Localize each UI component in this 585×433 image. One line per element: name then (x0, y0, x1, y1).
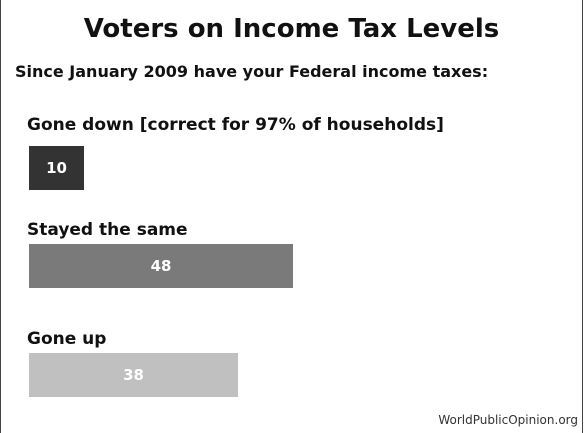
category-label-gone-up: Gone up (27, 329, 107, 349)
category-label-stayed-same: Stayed the same (27, 220, 188, 240)
bar-value-gone-down: 10 (46, 159, 67, 177)
category-label-gone-down: Gone down [correct for 97% of households… (27, 115, 444, 135)
chart-subtitle: Since January 2009 have your Federal inc… (15, 62, 489, 81)
bar-gone-down (29, 146, 84, 190)
bar-value-stayed-same: 48 (150, 257, 172, 275)
bar-stayed-same (29, 244, 293, 288)
bar-value-gone-up: 38 (123, 366, 144, 384)
chart-title: Voters on Income Tax Levels (83, 14, 500, 44)
bar-gone-up (29, 353, 238, 397)
source-credit: WorldPublicOpinion.org (438, 413, 578, 427)
